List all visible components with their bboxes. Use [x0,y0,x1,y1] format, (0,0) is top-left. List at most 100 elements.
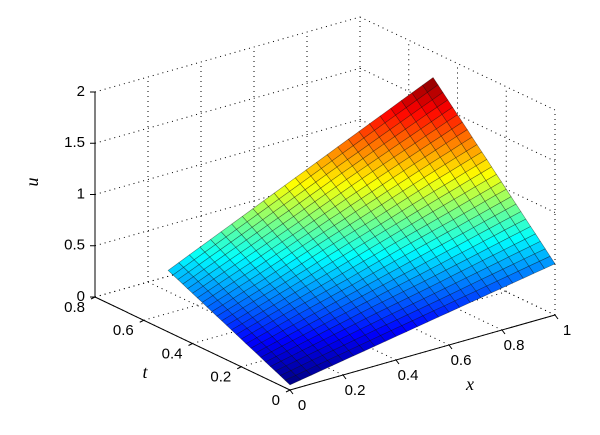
t-tick [237,366,242,370]
grid-line [94,221,361,298]
surface-patch [534,248,551,262]
surface-patch [337,261,354,274]
surface-patch [167,262,185,276]
surface-patch [178,254,195,268]
surface-patch [243,284,260,298]
surface-patch [314,307,331,320]
surface-patch [279,370,297,381]
surface-patch [228,269,246,283]
u-tick-label: 1.5 [64,134,85,151]
grid-line [94,67,361,144]
surface-patch [514,218,532,233]
surface-patch [382,279,400,292]
surface-patch [276,335,294,347]
t-tick-label: 0.2 [210,369,231,386]
t-tick-label: 0 [272,392,280,409]
u-tick-label: 2 [77,83,85,100]
surface-patch [209,249,226,263]
x-tick [342,374,347,380]
surface-patch [247,306,264,318]
t-axis-label: t [142,362,148,382]
surface-patch [380,313,398,326]
surface-patch [364,329,381,341]
x-tick-label: 0.2 [345,382,366,399]
surface-patch [271,241,288,255]
surface-patch [284,374,302,386]
surface-patch [324,206,341,220]
x-tick [554,314,559,320]
x-tick [448,344,453,350]
surface-patch [182,276,199,290]
grid-line [94,16,361,93]
t-tick-label: 0.4 [162,345,183,362]
u-tick-label: 1 [77,185,85,202]
surface-patch [343,230,361,244]
x-tick-label: 0.6 [451,352,472,369]
surface-patch [429,263,447,276]
surface-patch [393,273,410,286]
grid-line [94,119,361,195]
t-tick [188,343,193,346]
surface-patch [302,329,320,341]
surface-patch [390,325,408,337]
grid-line [359,119,556,213]
surface-patch [269,276,286,290]
grid-line [359,221,556,316]
surface [167,77,556,386]
surface-patch [539,255,556,269]
t-tick [139,319,144,323]
surface-patch [299,291,316,304]
x-tick [395,359,400,365]
surface-patch [507,270,524,284]
x-axis [289,314,556,391]
surface-patch [523,253,540,267]
surface-patch [211,304,228,317]
surface-patch [253,278,271,291]
x-tick-label: 0 [298,397,306,414]
surface-patch [235,327,253,340]
surface-patch [265,356,282,367]
surface-patch [257,315,274,328]
grid-line [359,67,556,162]
u-tick-label: 0.5 [64,237,85,254]
surface-patch [240,332,258,345]
surface-patch [290,263,308,277]
u-tick-label: 0 [77,288,85,305]
x-tick-label: 0.4 [398,367,419,384]
surface-patch [422,310,439,323]
x-tick [289,389,294,395]
surface-patch [363,254,380,268]
surface-patch [304,181,322,197]
surface-patch [281,234,299,248]
grid-line [359,16,556,111]
surface-patch [326,267,343,280]
surface-patch [256,331,273,343]
surface-patch [402,303,419,316]
surface-patch [517,265,535,279]
grid-line [94,170,361,247]
surface-patch [227,302,244,315]
x-axis-label: x [465,374,474,394]
t-tick-label: 0.8 [64,299,85,316]
x-tick-label: 1 [563,322,571,339]
surface-patch [325,284,342,297]
surface-patch [463,207,480,221]
surface-patch [433,305,450,318]
t-tick-label: 0.6 [113,322,134,339]
surface-patch [404,121,422,137]
surface-patch [238,279,255,293]
surface-patch [496,275,514,289]
surface-patch [226,318,243,331]
surface-patch [236,221,253,236]
surface-patch [234,257,251,271]
t-tick [285,389,291,393]
surface-patch [311,355,329,366]
grid-line [143,244,409,321]
x-tick [501,329,506,335]
surface-patch [375,324,392,336]
surface-patch [358,248,375,262]
surface-patch [423,293,440,306]
grid-line [147,281,344,376]
